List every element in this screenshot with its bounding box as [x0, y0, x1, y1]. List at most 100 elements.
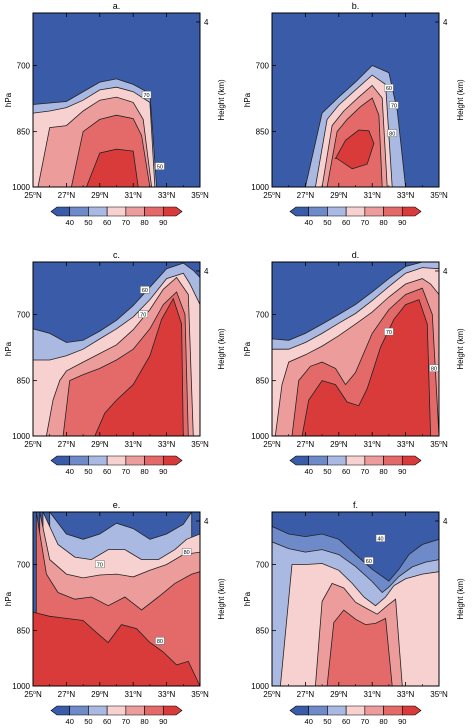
colorbar-swatch	[327, 455, 347, 466]
colorbar-label: 70	[361, 717, 369, 726]
x-tick-label: 33oN	[158, 690, 176, 699]
contour-label-text: 70	[391, 103, 397, 109]
colorbar: 40 50 60 70 80 90	[50, 455, 183, 476]
x-tick-label: 27oN	[297, 690, 315, 699]
y-axis-title: hPa	[243, 591, 252, 606]
y2-tick-label: 4	[443, 267, 448, 276]
colorbar-label: 60	[103, 717, 111, 726]
colorbar-swatch	[364, 455, 384, 466]
chart-panel-3: 60 70 c. 25oN 27oN 29oN 31oN 33oN 35oN 700 850 1000…	[4, 250, 226, 476]
colorbar-swatch	[162, 206, 183, 217]
colorbar-label: 70	[122, 467, 130, 476]
colorbar-label: 80	[140, 467, 148, 476]
panel-title: f.	[353, 500, 358, 510]
y2-tick-label: 4	[204, 18, 209, 27]
x-tick-label: 25oN	[24, 690, 42, 699]
x-tick-label: 29oN	[91, 440, 109, 449]
y-tick-label: 850	[17, 128, 31, 137]
colorbar-label: 80	[140, 717, 148, 726]
colorbar-swatch	[50, 455, 71, 466]
colorbar-swatch	[144, 455, 164, 466]
colorbar-swatch	[364, 705, 384, 716]
contour-region-90	[334, 129, 375, 170]
colorbar-swatch	[383, 206, 403, 217]
contour-label-text: 70	[143, 93, 149, 99]
colorbar: 40 50 60 70 80 90	[50, 206, 183, 227]
colorbar-swatch	[289, 206, 310, 217]
x-tick-label: 33oN	[158, 440, 176, 449]
colorbar-swatch	[162, 455, 183, 466]
contour-label: 80	[429, 364, 439, 372]
contour-label: 60	[140, 286, 150, 294]
x-tick-label: 27oN	[297, 191, 315, 200]
panel-title: b.	[352, 1, 360, 11]
y2-axis-title: Height (km)	[456, 328, 465, 370]
y-tick-label: 850	[17, 627, 31, 636]
colorbar-swatch	[88, 455, 108, 466]
colorbar-label: 50	[84, 467, 92, 476]
colorbar-swatch	[289, 705, 310, 716]
colorbar-label: 60	[103, 218, 111, 227]
y2-tick-label: 4	[443, 18, 448, 27]
colorbar-label: 60	[342, 717, 350, 726]
chart-panel-2: 60 70 80 b. 25oN 27oN 29oN 31oN 33oN 35oN 700 850 10…	[243, 1, 465, 227]
contour-label-text: 70	[140, 312, 146, 318]
contour-region-90	[33, 611, 200, 686]
colorbar-swatch	[106, 206, 127, 217]
y-tick-label: 850	[17, 377, 31, 386]
chart-panel-4: 70 80 d. 25oN 27oN 29oN 31oN 33oN 35oN 700 850 1000…	[243, 250, 465, 476]
contour-label-text: 80	[389, 131, 395, 137]
y-tick-label: 1000	[12, 432, 30, 441]
x-tick-label: 35oN	[191, 191, 209, 200]
x-tick-label: 35oN	[191, 440, 209, 449]
contour-label-text: 60	[366, 559, 372, 565]
colorbar-swatch	[69, 206, 89, 217]
colorbar-label: 80	[379, 218, 387, 227]
y2-axis-title: Height (km)	[217, 79, 226, 121]
panel-title: e.	[113, 500, 121, 510]
contour-region-90	[86, 148, 139, 187]
colorbar: 40 50 60 70 80 90	[289, 206, 422, 227]
y-tick-label: 700	[17, 62, 31, 71]
contour-label: 60	[364, 557, 374, 565]
colorbar-label: 70	[122, 717, 130, 726]
x-tick-label: 31oN	[124, 440, 142, 449]
colorbar-swatch	[50, 705, 71, 716]
y2-axis-title: Height (km)	[217, 578, 226, 620]
chart-panel-6: 40 60 f. 25oN 27oN 29oN 31oN 33oN 35oN 700 850 1000…	[243, 500, 465, 726]
contour-label-text: 80	[184, 550, 190, 556]
y-tick-label: 700	[17, 311, 31, 320]
x-tick-label: 33oN	[397, 191, 415, 200]
colorbar-swatch	[289, 455, 310, 466]
y-tick-label: 700	[17, 561, 31, 570]
contour-label: 80	[181, 548, 192, 556]
contour-label: 50	[155, 162, 165, 170]
contour-label: 70	[384, 327, 394, 336]
colorbar: 40 50 60 70 80 90	[289, 455, 422, 476]
colorbar-label: 90	[398, 218, 406, 227]
x-tick-label: 31oN	[124, 690, 142, 699]
contour-region-90	[94, 297, 184, 436]
y2-tick-label: 4	[204, 517, 209, 526]
colorbar-swatch	[383, 455, 403, 466]
x-tick-label: 31oN	[124, 191, 142, 200]
colorbar-swatch	[106, 705, 127, 716]
y2-axis-title: Height (km)	[456, 578, 465, 620]
colorbar-swatch	[308, 455, 328, 466]
contour-label: 40	[375, 534, 386, 542]
contour-label-text: 70	[386, 330, 392, 336]
colorbar: 40 50 60 70 80 90	[50, 705, 183, 726]
contour-label: 80	[387, 129, 397, 137]
colorbar-swatch	[125, 206, 145, 217]
colorbar-label: 90	[159, 218, 167, 227]
x-tick-label: 33oN	[397, 690, 415, 699]
colorbar-swatch	[327, 206, 347, 217]
y-axis-title: hPa	[4, 591, 13, 606]
x-tick-label: 35oN	[430, 440, 448, 449]
x-tick-label: 35oN	[430, 191, 448, 200]
panel-title: a.	[113, 1, 121, 11]
contour-label: 70	[138, 310, 148, 318]
chart-panel-5: 80 70 80 e. 25oN 27oN 29oN 31oN 33oN 35oN 700 850 10…	[4, 500, 226, 726]
contour-label: 70	[141, 91, 152, 99]
y-tick-label: 1000	[251, 183, 269, 192]
